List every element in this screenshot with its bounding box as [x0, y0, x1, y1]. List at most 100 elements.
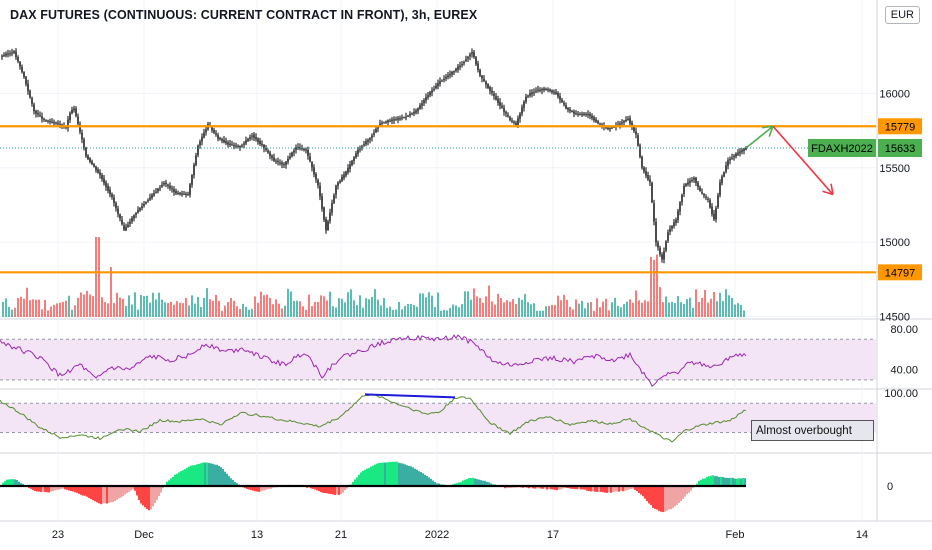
candle-body [25, 76, 27, 85]
candle-body [159, 187, 161, 189]
volume-bar [2, 301, 4, 317]
candle [609, 127, 611, 132]
candle [25, 76, 27, 87]
volume-bar [434, 307, 436, 317]
y-tick-label: 16000 [879, 88, 910, 100]
candle [557, 91, 559, 99]
volume-bar [194, 303, 196, 317]
candle-body [617, 124, 619, 126]
candle-body [569, 109, 571, 111]
currency-badge[interactable]: EUR [884, 6, 920, 24]
candle [91, 159, 93, 166]
volume-bar [176, 301, 178, 317]
momentum-bar [12, 479, 14, 486]
volume-bar [575, 299, 577, 317]
candle [37, 109, 39, 118]
momentum-bar [528, 486, 530, 489]
candle-body [383, 122, 385, 124]
candle [437, 79, 439, 90]
candle [623, 119, 625, 126]
momentum-bar [542, 486, 544, 489]
momentum-bar [544, 486, 546, 489]
candle-body [109, 189, 111, 195]
volume-bar [317, 302, 319, 317]
momentum-bar [700, 480, 702, 486]
candle [335, 184, 337, 199]
candle [429, 90, 431, 98]
momentum-bar [674, 486, 676, 507]
volume-bar [425, 297, 427, 317]
volume-bar [149, 302, 151, 317]
candle-body [399, 118, 401, 120]
candle [393, 116, 395, 125]
candle [17, 55, 19, 64]
candle [685, 182, 687, 187]
candle [563, 100, 565, 107]
candle [109, 186, 111, 198]
candle-body [411, 113, 413, 115]
momentum-bar [182, 470, 184, 486]
volume-bar [392, 310, 394, 317]
candle-body [457, 66, 459, 70]
momentum-bar [438, 483, 440, 486]
volume-bar [269, 297, 271, 317]
candle [395, 116, 397, 121]
candle-body [421, 103, 423, 106]
momentum-bar [470, 478, 472, 486]
candle [187, 191, 189, 196]
candle-body [627, 118, 629, 120]
momentum-bar [724, 477, 726, 486]
candle [281, 160, 283, 169]
candle [745, 146, 747, 151]
momentum-bar [354, 479, 356, 486]
volume-bar [32, 299, 34, 317]
candle [689, 177, 691, 187]
momentum-bar [654, 486, 656, 509]
volume-bar [371, 296, 373, 317]
candle-body [273, 157, 275, 161]
volume-bar [113, 303, 115, 317]
candle-body [337, 182, 339, 186]
volume-bar [569, 306, 571, 317]
candle [639, 143, 641, 159]
momentum-bar [708, 476, 710, 486]
candle-body [149, 197, 151, 200]
momentum-bar [588, 486, 590, 492]
momentum-bar [342, 486, 344, 493]
candle [169, 182, 171, 191]
candle [317, 178, 319, 189]
momentum-bar [112, 486, 114, 503]
candle [407, 114, 409, 118]
stoch-tick-label: 100.00 [884, 388, 918, 400]
momentum-bar [180, 471, 182, 486]
candle [525, 93, 527, 104]
momentum-bar [344, 486, 346, 491]
momentum-bar [258, 486, 260, 492]
candle-body [471, 52, 473, 54]
momentum-bar [248, 486, 250, 490]
momentum-bar [364, 469, 366, 486]
candle [421, 100, 423, 110]
volume-bar [65, 300, 67, 317]
candle-body [279, 162, 281, 164]
candle [725, 161, 727, 174]
volume-bar [140, 295, 142, 317]
momentum-bar [44, 486, 46, 492]
momentum-bar [710, 475, 712, 486]
volume-bar [95, 237, 97, 317]
candle-body [193, 164, 195, 176]
momentum-bar [218, 465, 220, 486]
candle [215, 130, 217, 137]
candle-body [519, 113, 521, 119]
candle-body [475, 57, 477, 65]
momentum-bar [372, 465, 374, 486]
candle-body [725, 165, 727, 172]
candle [241, 143, 243, 148]
volume-bar [410, 303, 412, 317]
volume-bar [509, 301, 511, 317]
momentum-bar [592, 486, 594, 492]
rsi-line [0, 334, 747, 387]
volume-bar [671, 301, 673, 317]
volume-bar [407, 303, 409, 317]
